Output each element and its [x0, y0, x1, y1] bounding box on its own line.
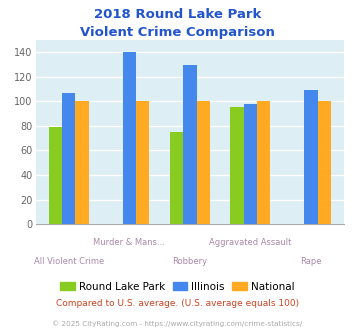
Text: Violent Crime Comparison: Violent Crime Comparison [80, 26, 275, 39]
Bar [170, 132, 183, 224]
Bar [183, 65, 197, 224]
Text: Robbery: Robbery [173, 257, 207, 266]
Bar [304, 90, 318, 224]
Bar [230, 107, 244, 224]
Bar [76, 101, 89, 224]
Text: All Violent Crime: All Violent Crime [34, 257, 104, 266]
Text: Compared to U.S. average. (U.S. average equals 100): Compared to U.S. average. (U.S. average … [56, 299, 299, 308]
Bar [123, 52, 136, 224]
Legend: Round Lake Park, Illinois, National: Round Lake Park, Illinois, National [56, 278, 299, 296]
Bar [244, 104, 257, 224]
Text: Aggravated Assault: Aggravated Assault [209, 238, 292, 247]
Bar [318, 101, 331, 224]
Bar [197, 101, 210, 224]
Text: Rape: Rape [300, 257, 322, 266]
Bar [257, 101, 271, 224]
Bar [62, 93, 76, 224]
Text: Murder & Mans...: Murder & Mans... [93, 238, 165, 247]
Text: 2018 Round Lake Park: 2018 Round Lake Park [94, 8, 261, 21]
Text: © 2025 CityRating.com - https://www.cityrating.com/crime-statistics/: © 2025 CityRating.com - https://www.city… [53, 321, 302, 327]
Bar [136, 101, 149, 224]
Bar [49, 127, 62, 224]
